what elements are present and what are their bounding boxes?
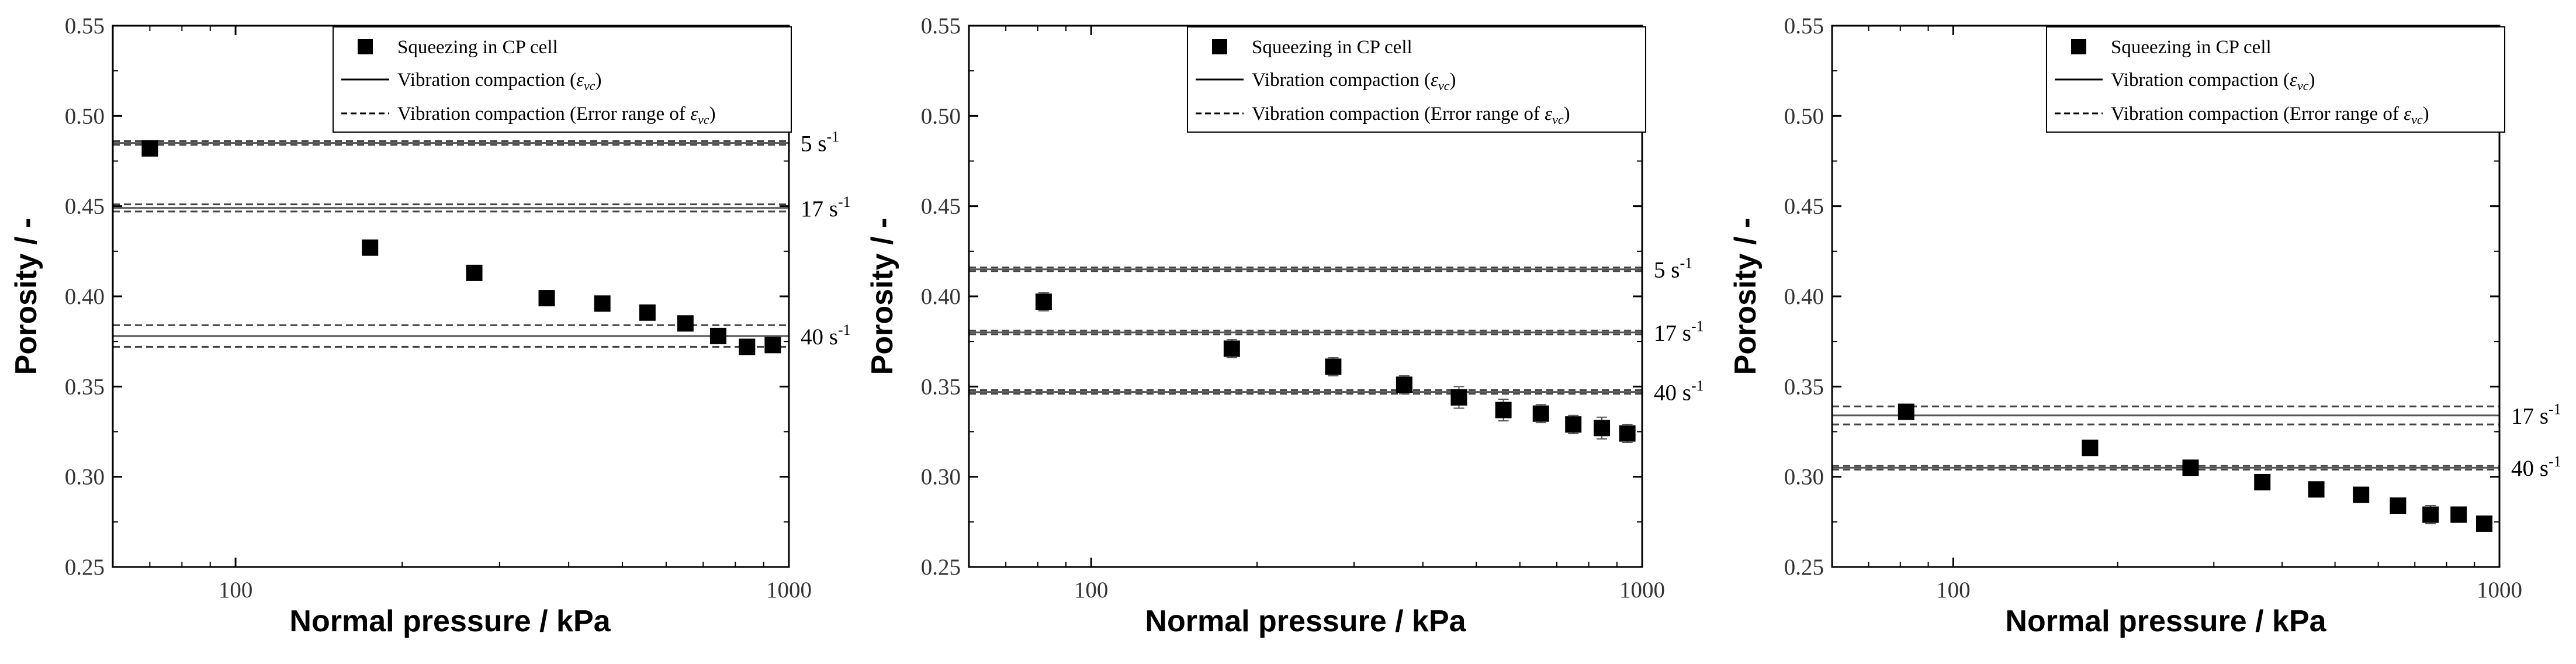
y-axis-title: Porosity / - [1729, 218, 1763, 375]
legend-entry-text: Squeezing in CP cell [2111, 37, 2272, 58]
data-point [141, 140, 158, 157]
y-tick-label: 0.40 [1784, 284, 1824, 309]
data-point [1898, 403, 1914, 420]
y-tick-label: 0.50 [921, 103, 961, 129]
legend: Squeezing in CP cell Vibration compaction… [333, 26, 792, 133]
rate-label: 17 s-1 [2511, 401, 2561, 429]
legend-marker-square [358, 39, 373, 54]
y-tick-label: 0.40 [921, 284, 961, 309]
rate-label: 17 s-1 [801, 193, 851, 222]
data-point [2182, 459, 2199, 476]
x-tick-label: 100 [1936, 577, 1971, 603]
legend-box [1187, 26, 1646, 133]
data-point [2390, 497, 2407, 514]
data-point [2450, 506, 2467, 523]
x-axis-title: Normal pressure / kPa [289, 604, 611, 638]
data-point [2308, 481, 2325, 498]
y-tick-label: 0.55 [1784, 13, 1824, 39]
legend-entry-text: Squeezing in CP cell [397, 37, 558, 58]
data-point [709, 327, 726, 344]
data-point [764, 337, 781, 354]
chart-panel-3: 17 s-1 40 s-1 0.25 0.30 0.35 0.40 0.45 0.50 0.55… [1729, 13, 2561, 638]
y-tick-label: 0.25 [1784, 555, 1824, 580]
data-point [1396, 376, 1412, 393]
data-point [538, 290, 555, 307]
x-axis-title: Normal pressure / kPa [1145, 604, 1466, 638]
data-point [2422, 506, 2439, 523]
y-tick-label: 0.45 [921, 194, 961, 219]
data-point [639, 304, 656, 321]
x-tick-label: 1000 [1619, 577, 1665, 603]
y-tick-label: 0.25 [921, 555, 961, 580]
x-tick-label: 100 [1074, 577, 1109, 603]
data-point [1325, 358, 1342, 375]
legend-box [333, 26, 792, 133]
legend-entry-text: Vibration compaction (εvc) [397, 70, 601, 93]
y-tick-label: 0.40 [65, 284, 105, 309]
legend: Squeezing in CP cell Vibration compaction… [2046, 26, 2505, 133]
data-point [594, 295, 611, 312]
legend-entry-text: Vibration compaction (εvc) [1252, 70, 1456, 93]
legend-entry-text: Squeezing in CP cell [1252, 37, 1412, 58]
data-point [1450, 389, 1467, 406]
data-point [466, 264, 483, 281]
legend-entry-text: Vibration compaction (εvc) [2111, 70, 2315, 93]
y-tick-label: 0.45 [65, 194, 105, 219]
y-tick-label: 0.35 [1784, 374, 1824, 399]
legend-box [2046, 26, 2505, 133]
data-point [2353, 486, 2370, 503]
data-point [1619, 425, 1636, 442]
y-tick-label: 0.55 [921, 13, 961, 39]
data-point [1223, 340, 1240, 357]
data-point [2254, 473, 2271, 490]
rate-label: 5 s-1 [801, 129, 839, 157]
data-point [1035, 293, 1052, 310]
data-point [362, 239, 379, 256]
y-tick-label: 0.45 [1784, 194, 1824, 219]
data-point [1532, 405, 1549, 422]
x-tick-label: 100 [219, 577, 253, 603]
data-point [2476, 515, 2493, 532]
legend-entry-text: Vibration compaction (Error range of εvc… [1252, 103, 1570, 127]
chart-panel-2: 5 s-1 17 s-1 40 s-1 0.25 0.30 0.35 0.40 0.45 0.5… [865, 13, 1704, 638]
y-tick-label: 0.50 [1784, 103, 1824, 129]
y-tick-label: 0.25 [65, 555, 105, 580]
rate-label: 40 s-1 [801, 321, 851, 350]
legend-entry-text: Vibration compaction (Error range of εvc… [2111, 103, 2429, 127]
data-point [677, 315, 694, 332]
y-tick-label: 0.35 [921, 374, 961, 399]
y-tick-label: 0.30 [65, 465, 105, 490]
data-point [1594, 420, 1611, 437]
chart-panel-1: 5 s-1 17 s-1 40 s-1 0.25 0.30 0.35 0.40 0.45 0.5… [9, 13, 851, 638]
x-tick-label: 1000 [766, 577, 812, 603]
x-axis-title: Normal pressure / kPa [2005, 604, 2326, 638]
y-tick-label: 0.55 [65, 13, 105, 39]
x-tick-label: 1000 [2477, 577, 2522, 603]
data-point [739, 338, 756, 355]
rate-label: 5 s-1 [1654, 255, 1692, 283]
y-tick-label: 0.30 [1784, 465, 1824, 490]
legend: Squeezing in CP cell Vibration compaction… [1187, 26, 1646, 133]
legend-marker-square [1212, 39, 1227, 54]
data-point [1495, 402, 1512, 419]
legend-entry-text: Vibration compaction (Error range of εvc… [397, 103, 716, 127]
y-axis-title: Porosity / - [9, 218, 43, 375]
y-tick-label: 0.50 [65, 103, 105, 129]
y-tick-label: 0.30 [921, 465, 961, 490]
y-tick-label: 0.35 [65, 374, 105, 399]
rate-label: 40 s-1 [1654, 378, 1704, 406]
y-axis-title: Porosity / - [865, 218, 899, 375]
legend-marker-square [2071, 39, 2086, 54]
data-point [2082, 440, 2099, 456]
data-point [1565, 416, 1582, 433]
rate-label: 40 s-1 [2511, 453, 2561, 481]
rate-label: 17 s-1 [1654, 318, 1704, 346]
